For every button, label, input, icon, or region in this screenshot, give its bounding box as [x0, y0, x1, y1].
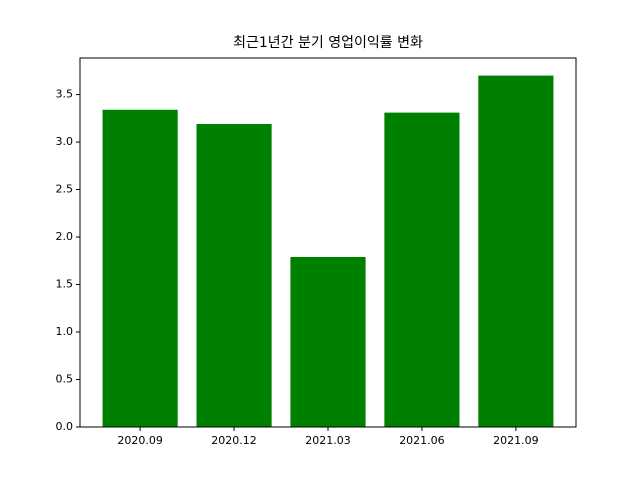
x-tick-label: 2021.09	[493, 434, 539, 447]
y-tick-label: 2.0	[56, 230, 74, 243]
bar	[196, 124, 272, 427]
y-tick-label: 1.0	[56, 325, 74, 338]
y-tick-label: 0.0	[56, 420, 74, 433]
bar	[102, 109, 178, 428]
y-tick-label: 0.5	[56, 373, 74, 386]
bar	[384, 112, 460, 428]
y-tick-label: 2.5	[56, 183, 74, 196]
x-tick-label: 2021.03	[305, 434, 351, 447]
plot-frame	[79, 57, 577, 428]
bar	[478, 75, 554, 428]
x-tick-label: 2020.09	[117, 434, 163, 447]
y-tick-label: 3.0	[56, 135, 74, 148]
x-tick-label: 2020.12	[211, 434, 257, 447]
y-tick-label: 1.5	[56, 278, 74, 291]
chart-title: 최근1년간 분기 영업이익률 변화	[233, 35, 423, 51]
x-tick-label: 2021.06	[399, 434, 445, 447]
y-tick-label: 3.5	[56, 88, 74, 101]
bar	[290, 256, 366, 427]
